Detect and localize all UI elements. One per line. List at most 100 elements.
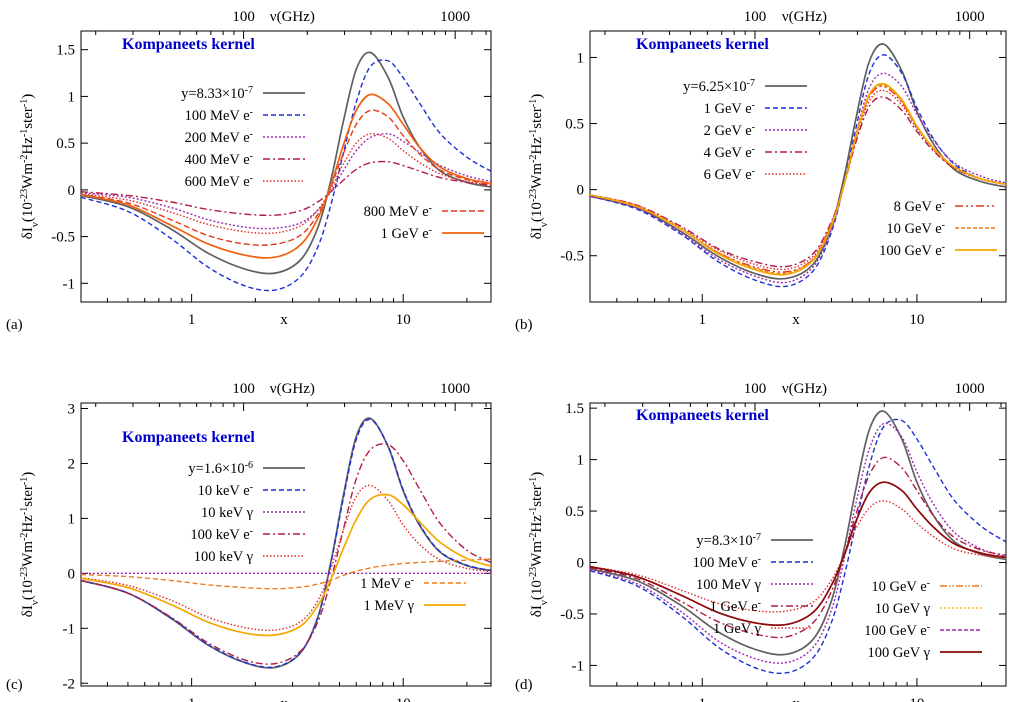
y-tick-label: -0.5 — [560, 249, 584, 265]
y-tick-label: 0.5 — [565, 504, 584, 520]
y-tick-label: 0 — [68, 566, 76, 582]
y-tick-label: -0.5 — [560, 607, 584, 623]
y-tick-label: -1 — [63, 276, 76, 292]
top-axis-title: ν(GHz) — [782, 381, 827, 397]
panel-2: -0.5 0 0.5 1 1 10 x 100 1000 ν(GHz) δIν(10-23Wm-2H… — [515, 9, 1007, 333]
y-tick-label: 0 — [577, 183, 585, 199]
legend-label: y=1.6×10-6 — [188, 460, 253, 478]
y-axis-title: δIν(10-23Wm-2Hz-1ster-1) — [528, 94, 551, 239]
plot-frame — [80, 402, 492, 687]
legend-label: 8 GeV e- — [894, 198, 945, 216]
panel-1: -1 -0.5 0 0.5 1 1.5 1 10 x 100 1000 ν(GHz) δIν(10-23… — [6, 9, 492, 333]
y-tick-label: 3 — [68, 401, 76, 417]
legend-label: 100 GeV e- — [864, 622, 930, 640]
y-tick-label: 1 — [577, 50, 585, 66]
top-tick-label: 1000 — [955, 9, 985, 25]
legend-label: 10 keV γ — [201, 505, 254, 521]
legend-label: 600 MeV e- — [185, 173, 253, 191]
legend-label: 800 MeV e- — [364, 203, 432, 221]
top-tick-label: 1000 — [440, 381, 470, 397]
series-line-1 — [590, 43, 1006, 280]
series-line-2 — [81, 59, 491, 292]
top-axis-title: ν(GHz) — [782, 9, 827, 25]
y-tick-label: 1 — [68, 89, 76, 105]
y-tick-label: 2 — [68, 456, 76, 472]
plot-frame — [589, 402, 1007, 687]
y-tick-label: 0.5 — [565, 117, 584, 133]
x-tick-label: 1 — [188, 312, 196, 328]
legend-label: 100 keV e- — [190, 526, 253, 544]
kernel-label: Kompaneets kernel — [122, 429, 255, 446]
legend-label: 10 GeV e- — [886, 220, 945, 238]
legend-label: 4 GeV e- — [704, 144, 755, 162]
series-line-4 — [81, 160, 491, 217]
series-line-2 — [81, 418, 491, 669]
y-tick-label: 1.5 — [56, 43, 75, 59]
y-axis-title: δIν(10-23Wm-2Hz-1ster-1) — [528, 472, 551, 617]
x-tick-label: 10 — [396, 312, 411, 328]
y-tick-label: 1.5 — [565, 401, 584, 417]
series-line-5 — [81, 484, 491, 632]
top-tick-label: 100 — [744, 9, 767, 25]
series-line-2 — [590, 54, 1006, 288]
kernel-label: Kompaneets kernel — [636, 407, 769, 424]
x-axis-title: x — [280, 696, 288, 702]
legend-label: 1 GeV e- — [710, 598, 761, 616]
legend-label: 100 GeV e- — [879, 242, 945, 260]
y-axis-title: δIν(10-23Wm-2Hz-1ster-1) — [19, 472, 42, 617]
top-axis-title: ν(GHz) — [270, 9, 315, 25]
series-line-4 — [590, 456, 1006, 639]
legend-label: y=8.33×10-7 — [181, 85, 253, 103]
y-axis-title: δIν(10-23Wm-2Hz-1ster-1) — [19, 94, 42, 239]
series-line-5 — [590, 89, 1006, 271]
series-line-8 — [590, 481, 1006, 626]
legend-label: 200 MeV e- — [185, 129, 253, 147]
series-line-7 — [81, 93, 491, 259]
series-line-8 — [590, 82, 1006, 276]
x-tick-label: 10 — [909, 696, 924, 702]
panel-4: -1 -0.5 0 0.5 1 1.5 1 10 x 100 1000 ν(GHz) δIν(10-23… — [515, 381, 1007, 702]
panel-3: -2 -1 0 1 2 3 1 10 x 100 1000 ν(GHz) δIν(10-23Wm-2Hz… — [6, 381, 492, 702]
x-tick-label: 1 — [188, 696, 196, 702]
series-line-1 — [81, 417, 491, 669]
legend-label: 100 MeV γ — [696, 577, 762, 593]
y-tick-label: 0 — [68, 183, 76, 199]
legend-label: 10 GeV e- — [871, 578, 930, 596]
y-tick-label: -2 — [63, 676, 76, 692]
y-tick-label: 0 — [577, 556, 585, 572]
legend-label: 1 GeV γ — [713, 621, 762, 637]
legend-label: 100 MeV e- — [185, 107, 253, 125]
legend-label: 1 MeV e- — [360, 575, 414, 593]
x-tick-label: 10 — [396, 696, 411, 702]
legend-label: 1 GeV e- — [704, 100, 755, 118]
top-tick-label: 100 — [232, 381, 255, 397]
kernel-label: Kompaneets kernel — [122, 36, 255, 53]
legend-label: 100 GeV γ — [867, 645, 930, 661]
kernel-label: Kompaneets kernel — [636, 36, 769, 53]
legend-label: 10 GeV γ — [875, 601, 931, 617]
y-tick-label: -1 — [63, 621, 76, 637]
legend-label: 100 MeV e- — [693, 554, 761, 572]
legend-label: y=8.3×10-7 — [696, 532, 761, 550]
y-tick-label: -1 — [572, 658, 585, 674]
y-tick-label: 0.5 — [56, 136, 75, 152]
series-line-3 — [81, 132, 491, 230]
series-line-7 — [590, 481, 1006, 626]
series-line-7 — [81, 493, 491, 637]
legend-label: 400 MeV e- — [185, 151, 253, 169]
plot-frame — [589, 30, 1007, 303]
series-line-6 — [590, 481, 1006, 626]
legend-label: 6 GeV e- — [704, 166, 755, 184]
x-tick-label: 1 — [698, 312, 706, 328]
x-axis-title: x — [792, 696, 800, 702]
legend-label: 1 MeV γ — [364, 598, 415, 614]
series-line-4 — [81, 443, 491, 665]
top-tick-label: 1000 — [440, 9, 470, 25]
panel-tag: (a) — [6, 317, 23, 333]
x-axis-title: x — [792, 312, 800, 328]
y-tick-label: 1 — [68, 511, 76, 527]
legend-label: 2 GeV e- — [704, 122, 755, 140]
x-tick-label: 1 — [698, 696, 706, 702]
legend-label: 1 GeV e- — [381, 225, 432, 243]
